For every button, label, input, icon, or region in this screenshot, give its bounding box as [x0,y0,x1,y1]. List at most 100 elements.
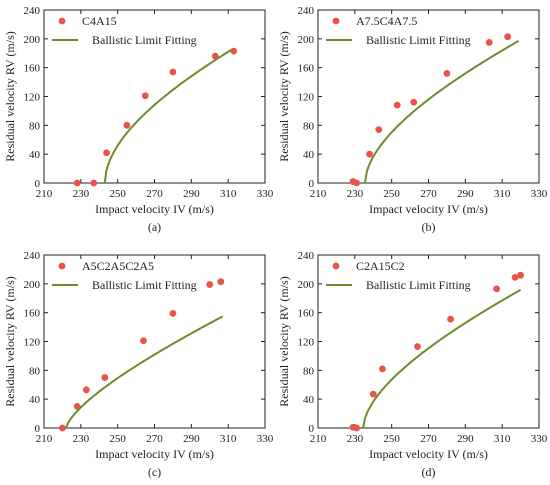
y-tick-label: 240 [24,5,41,17]
y-tick-label: 200 [298,34,315,46]
x-tick-label: 230 [347,433,364,445]
data-point [375,126,383,134]
x-tick-label: 210 [36,188,53,200]
data-point [353,179,361,187]
data-point [379,365,386,373]
legend-marker-points [58,17,66,25]
y-tick-label: 160 [298,308,315,320]
data-point [169,309,177,317]
fit-curve [103,48,233,184]
chart-panel: 210 230 250 270 290 310 330 0 40 80 120 160 200 240 Im… [277,5,548,234]
legend-label-points: A7.5C4A7.5 [356,14,417,28]
data-point [393,101,401,109]
data-point [169,68,177,76]
y-tick-label: 120 [24,337,41,349]
x-axis-title: Impact velocity IV (m/s) [369,202,488,216]
x-tick-label: 330 [531,433,548,445]
y-tick-label: 160 [24,308,41,320]
x-tick-label: 290 [183,433,200,445]
data-point [366,150,373,158]
x-tick-label: 290 [183,188,200,200]
legend-label-points: C4A15 [82,14,117,28]
data-point [123,121,131,129]
data-point [410,98,418,106]
data-point [511,273,519,281]
x-tick-label: 270 [146,188,163,200]
y-tick-label: 200 [24,279,41,291]
legend-label-points: A5C2A5C2A5 [82,259,154,273]
x-tick-label: 270 [146,433,163,445]
x-tick-label: 330 [257,433,274,445]
x-tick-label: 310 [220,433,237,445]
y-tick-label: 40 [303,149,315,161]
y-tick-label: 0 [35,423,41,435]
x-tick-label: 310 [494,433,511,445]
panel-label: (d) [422,465,436,479]
x-tick-label: 210 [36,433,53,445]
data-point [369,390,377,398]
y-tick-label: 0 [35,178,41,190]
legend-label-fit: Ballistic Limit Fitting [366,33,471,47]
y-tick-label: 40 [29,394,41,406]
y-tick-label: 80 [303,120,315,132]
data-point [59,424,66,432]
data-point [141,92,149,100]
x-tick-label: 330 [531,188,548,200]
data-point [101,374,109,381]
data-point [414,343,421,350]
y-axis-title: Residual velocity RV (m/s) [277,31,291,161]
data-point [103,149,111,157]
data-point [353,424,361,432]
y-tick-label: 0 [309,423,315,435]
legend-label-points: C2A15C2 [356,259,405,273]
x-tick-label: 270 [420,188,437,200]
x-tick-label: 290 [457,433,474,445]
x-tick-label: 250 [109,188,126,200]
legend-label-fit: Ballistic Limit Fitting [92,33,197,47]
x-tick-label: 290 [457,188,474,200]
y-tick-label: 200 [24,34,41,46]
y-tick-label: 40 [303,394,315,406]
panel-label: (b) [422,220,436,234]
x-tick-label: 210 [310,188,327,200]
fit-curve [363,39,520,184]
y-tick-label: 0 [309,178,315,190]
x-tick-label: 270 [420,433,437,445]
data-point [517,271,524,279]
panel-label: (a) [148,220,161,234]
data-point [504,33,512,41]
y-tick-label: 160 [24,63,41,75]
y-tick-label: 120 [298,337,315,349]
x-tick-label: 250 [383,433,400,445]
data-point [443,70,451,77]
data-point [73,179,81,187]
y-tick-label: 240 [298,250,315,262]
legend-marker-points [58,262,66,270]
chart-panel: 210 230 250 270 290 310 330 0 40 80 120 160 200 240 Im… [3,5,274,234]
x-tick-label: 230 [73,433,90,445]
y-tick-label: 40 [29,149,41,161]
y-axis-title: Residual velocity RV (m/s) [3,31,17,161]
legend-marker-points [332,262,340,270]
data-point [485,39,493,46]
y-tick-label: 80 [29,365,41,377]
data-point [217,278,225,286]
y-tick-label: 120 [24,92,41,104]
x-tick-label: 230 [73,188,90,200]
x-axis-title: Impact velocity IV (m/s) [95,447,214,461]
x-tick-label: 250 [109,433,126,445]
chart-panel: 210 230 250 270 290 310 330 0 40 80 120 160 200 240 Im… [3,250,274,479]
y-tick-label: 160 [298,63,315,75]
x-tick-label: 310 [494,188,511,200]
y-tick-label: 80 [29,120,41,132]
x-tick-label: 310 [220,188,237,200]
x-axis-title: Impact velocity IV (m/s) [95,202,214,216]
x-tick-label: 210 [310,433,327,445]
legend-label-fit: Ballistic Limit Fitting [366,278,471,292]
legend-marker-points [332,17,340,25]
y-tick-label: 200 [298,279,315,291]
y-tick-label: 240 [24,250,41,262]
chart-panel: 210 230 250 270 290 310 330 0 40 80 120 160 200 240 Im… [277,250,548,479]
x-tick-label: 230 [347,188,364,200]
data-point [230,47,238,55]
